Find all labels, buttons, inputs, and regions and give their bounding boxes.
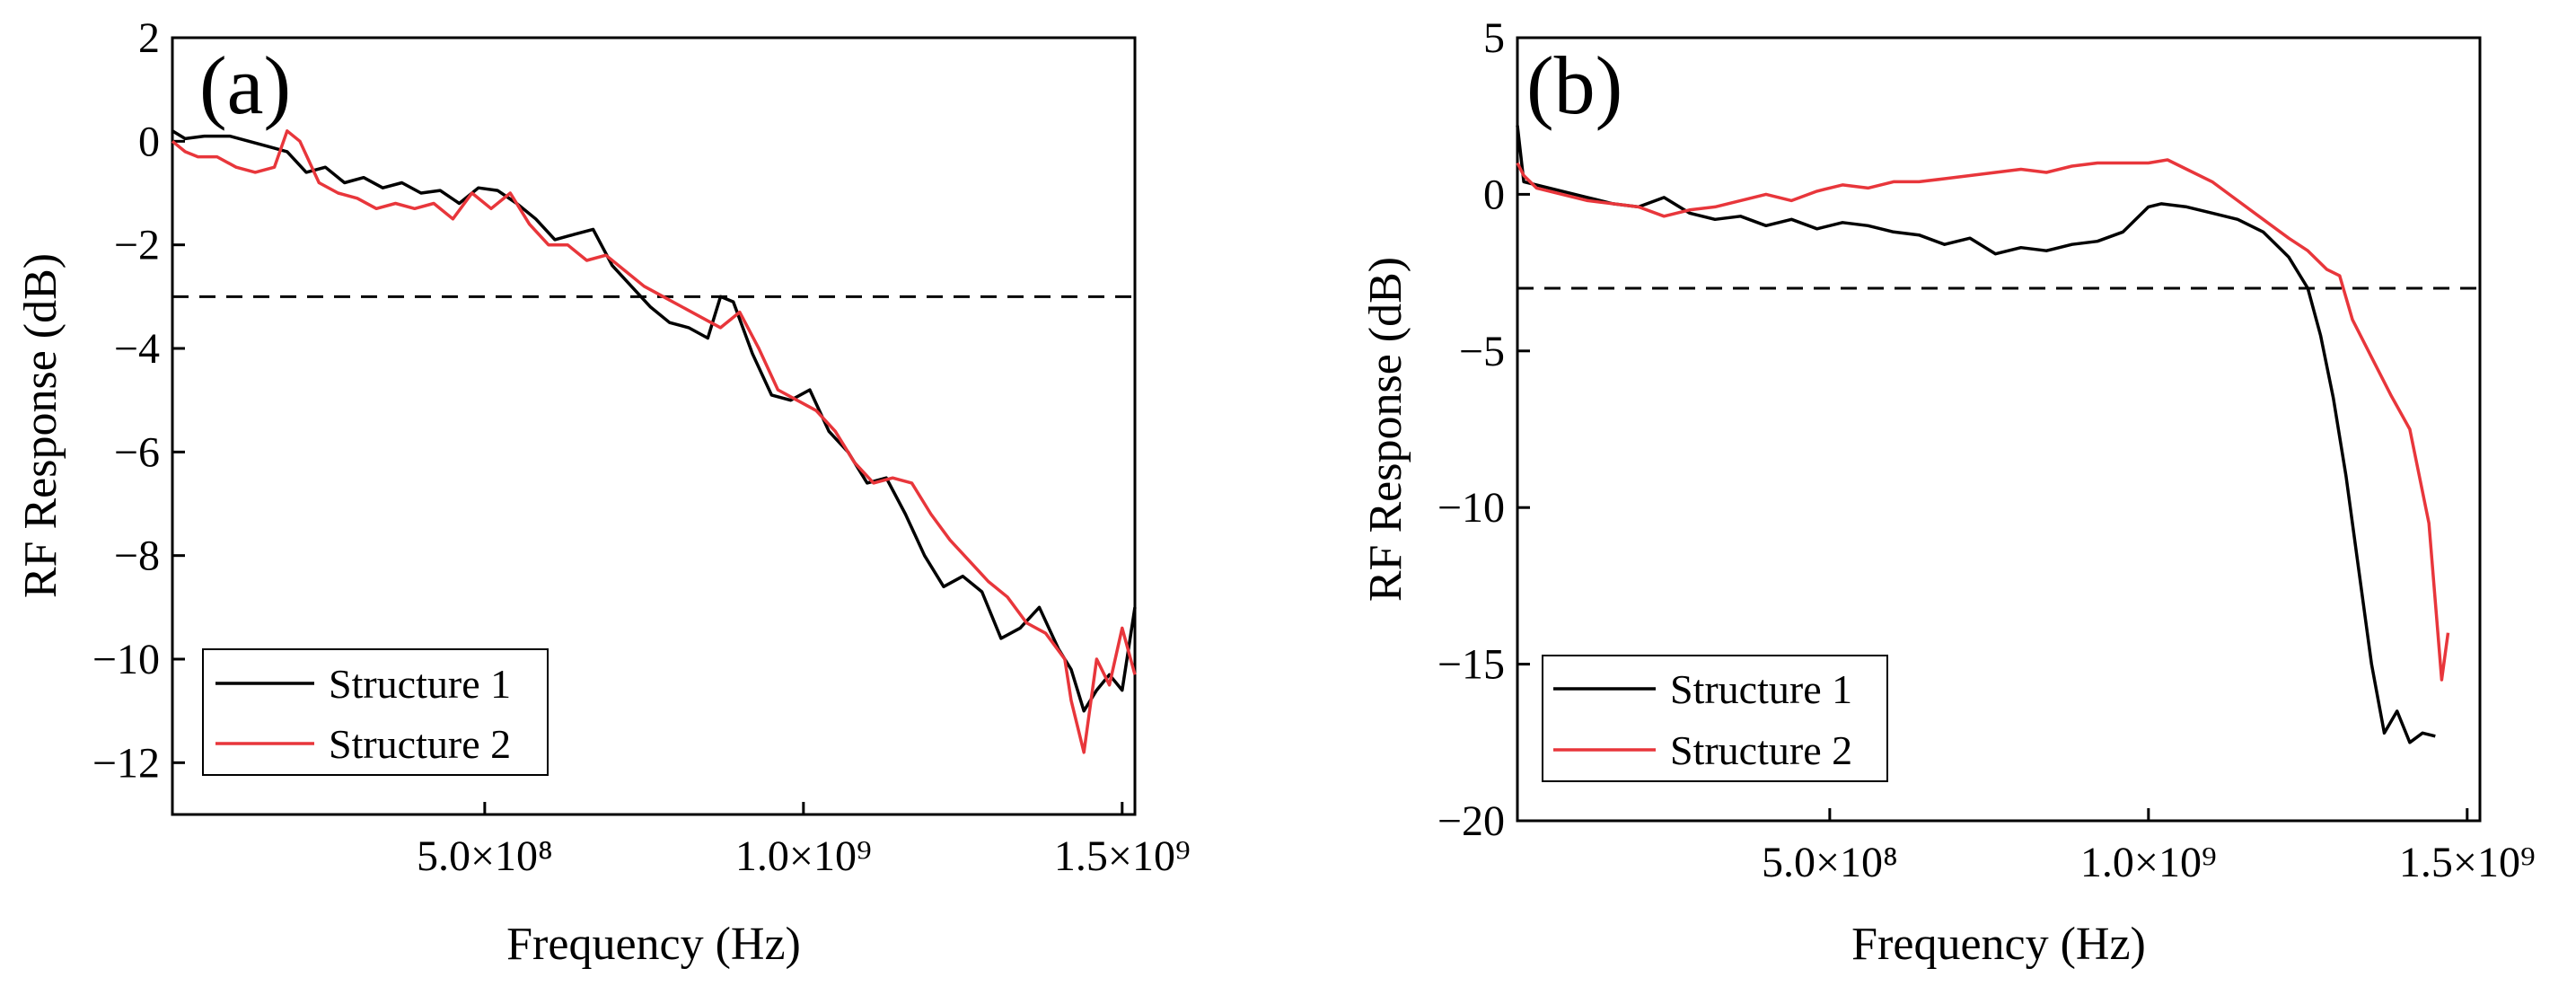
x-tick-label-a-0: 5.0×10⁸ bbox=[417, 832, 553, 880]
series-line-structure-1-b bbox=[1516, 125, 2436, 744]
x-tick-label-b-0: 5.0×10⁸ bbox=[1762, 839, 1898, 886]
series-line-structure-2-a bbox=[171, 129, 1137, 754]
legend-box-b bbox=[1542, 655, 1888, 782]
legend-label-structure-1-b: Structure 1 bbox=[1670, 666, 1852, 712]
x-tick-label-a-1: 1.0×10⁹ bbox=[735, 832, 872, 880]
chart-panel-a: 5.0×10⁸ 1.0×10⁹ 1.5×10⁹ 2 0 −2 −4 −6 −8 −10 −12 (a… bbox=[15, 14, 1191, 970]
y-tick-label-a-1: 0 bbox=[138, 118, 160, 165]
legend-label-structure-2-b: Structure 2 bbox=[1670, 727, 1852, 773]
plot-frame-b bbox=[1516, 36, 2482, 823]
y-axis-title-a: RF Response (dB) bbox=[15, 253, 66, 598]
panel-label-b: (b) bbox=[1526, 40, 1622, 131]
y-tick-label-b-3: −10 bbox=[1437, 484, 1505, 532]
x-tick-label-b-1: 1.0×10⁹ bbox=[2080, 839, 2217, 886]
y-tick-label-a-4: −6 bbox=[114, 428, 160, 476]
legend-b: Structure 1 Structure 2 bbox=[1542, 655, 1888, 782]
y-tick-label-a-2: −2 bbox=[114, 222, 160, 269]
y-tick-label-a-5: −8 bbox=[114, 533, 160, 580]
x-axis-title-a: Frequency (Hz) bbox=[506, 919, 801, 970]
legend-box-a bbox=[202, 648, 549, 776]
chart-panel-b: 5.0×10⁸ 1.0×10⁹ 1.5×10⁹ 5 0 −5 −10 −15 −20 (b) F… bbox=[1360, 14, 2536, 970]
y-tick-label-b-1: 0 bbox=[1483, 171, 1505, 218]
x-tick-label-a-2: 1.5×10⁹ bbox=[1054, 832, 1191, 880]
y-tick-label-b-5: −20 bbox=[1437, 797, 1505, 845]
legend-label-structure-2-a: Structure 2 bbox=[329, 721, 511, 767]
y-tick-label-a-3: −4 bbox=[114, 325, 160, 373]
y-tick-label-b-4: −15 bbox=[1437, 641, 1505, 689]
y-tick-label-b-0: 5 bbox=[1483, 14, 1505, 62]
y-tick-label-b-2: −5 bbox=[1459, 328, 1505, 375]
y-tick-label-a-6: −10 bbox=[92, 636, 160, 683]
legend-label-structure-1-a: Structure 1 bbox=[329, 661, 511, 707]
y-tick-label-a-7: −12 bbox=[92, 739, 160, 787]
panel-label-a: (a) bbox=[199, 40, 291, 131]
series-line-structure-1-a bbox=[171, 129, 1137, 713]
y-tick-label-a-0: 2 bbox=[138, 14, 160, 62]
x-tick-label-b-2: 1.5×10⁹ bbox=[2399, 839, 2536, 886]
y-axis-title-b: RF Response (dB) bbox=[1360, 257, 1411, 602]
plot-frame-a bbox=[171, 36, 1137, 816]
x-axis-title-b: Frequency (Hz) bbox=[1851, 919, 2146, 970]
legend-a: Structure 1 Structure 2 bbox=[202, 648, 549, 776]
series-line-structure-2-b bbox=[1516, 158, 2450, 682]
